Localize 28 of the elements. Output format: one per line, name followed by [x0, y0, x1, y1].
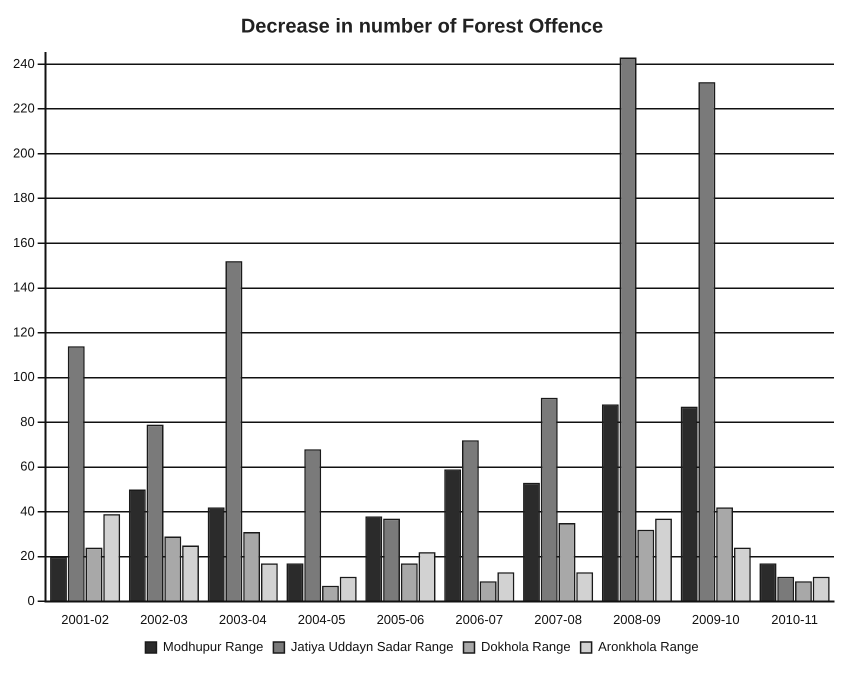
y-tick-label: 100 [12, 369, 35, 384]
x-tick-label: 2009-10 [692, 612, 740, 627]
y-tick-label: 40 [20, 503, 35, 518]
y-tick-label: 120 [12, 324, 35, 340]
y-tick-label: 200 [12, 145, 35, 160]
x-tick-label: 2003-04 [218, 612, 267, 627]
y-tick-label: 180 [12, 190, 35, 206]
x-tick-label: 2001-02 [61, 612, 109, 627]
x-tick-label: 2005-06 [376, 612, 424, 627]
legend-label: Modhupur Range [162, 639, 264, 654]
y-tick-label: 160 [12, 234, 35, 250]
chart-title: Decrease in number of Forest Offence [240, 16, 604, 38]
x-tick-label: 2007-08 [534, 612, 582, 627]
legend-label: Aronkhola Range [598, 639, 699, 654]
y-tick-label: 0 [27, 592, 35, 608]
y-tick-label: 140 [12, 280, 35, 295]
y-tick-label: 20 [20, 548, 35, 564]
legend-label: Jatiya Uddayn Sadar Range [290, 639, 454, 654]
legend-label: Dokhola Range [480, 639, 571, 654]
y-tick-label: 60 [20, 458, 35, 474]
x-tick-label: 2008-09 [613, 612, 661, 627]
y-tick-label: 240 [12, 56, 35, 71]
y-tick-label: 80 [20, 414, 35, 429]
x-tick-label: 2010-11 [771, 612, 818, 627]
x-tick-label: 2006-07 [455, 612, 504, 627]
y-tick-label: 220 [12, 100, 35, 116]
x-tick-label: 2004-05 [298, 612, 346, 627]
x-tick-label: 2002-03 [140, 612, 188, 627]
